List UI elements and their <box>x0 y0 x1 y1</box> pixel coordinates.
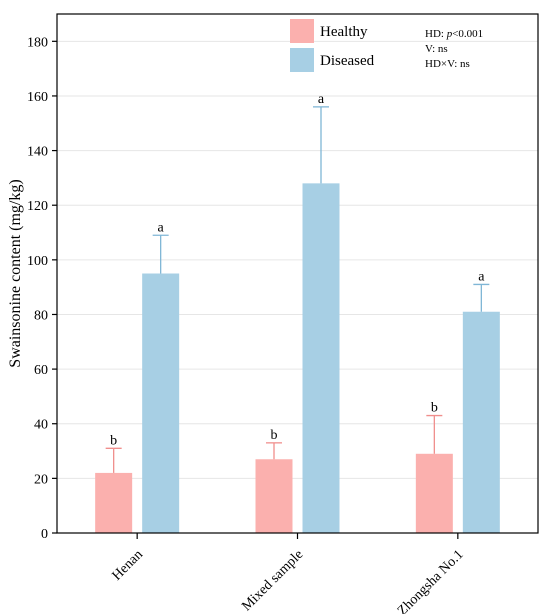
y-tick-label: 40 <box>34 418 48 433</box>
stats-hd-value: <0.001 <box>452 28 483 40</box>
stats-line-hd: HD: p<0.001 <box>425 28 483 40</box>
stats-line-interaction: HD×V: ns <box>425 58 470 70</box>
x-tick-label: Henan <box>110 547 146 583</box>
bar-healthy-0 <box>95 472 133 533</box>
y-axis-ticks: 0 20 40 60 80 100 120 140 160 180 <box>27 35 57 542</box>
significance-letter: b <box>431 401 438 416</box>
stats-annotation: HD: p<0.001 V: ns HD×V: ns <box>425 28 483 70</box>
legend: Healthy Diseased <box>290 19 375 72</box>
legend-label-diseased: Diseased <box>320 53 375 69</box>
y-tick-label: 20 <box>34 472 48 487</box>
bar-diseased-2 <box>462 311 500 533</box>
y-tick-label: 80 <box>34 308 48 323</box>
y-tick-label: 60 <box>34 363 48 378</box>
y-tick-label: 120 <box>27 199 48 214</box>
bar-diseased-1 <box>302 183 340 533</box>
legend-label-healthy: Healthy <box>320 24 368 40</box>
x-tick-label: Mixed sample <box>239 547 306 614</box>
stats-line-v: V: ns <box>425 43 448 55</box>
significance-letter: b <box>271 428 278 443</box>
bars: b a b a b a <box>95 92 500 533</box>
bar-healthy-2 <box>415 453 453 533</box>
legend-swatch-healthy <box>290 19 314 43</box>
y-axis-title: Swainsonine content (mg/kg) <box>7 179 24 367</box>
bar-diseased-0 <box>142 273 180 533</box>
bar-healthy-1 <box>255 459 293 533</box>
x-axis-ticks: Henan Mixed sample Zhongsha No.1 <box>110 533 467 614</box>
stats-hd-prefix: HD: <box>425 28 447 40</box>
y-tick-label: 100 <box>27 254 48 269</box>
y-tick-label: 140 <box>27 145 48 160</box>
significance-letter: a <box>158 220 165 235</box>
significance-letter: b <box>110 433 117 448</box>
y-tick-label: 180 <box>27 35 48 50</box>
stats-hd-p: p <box>446 28 453 40</box>
x-tick-label: Zhongsha No.1 <box>395 547 467 614</box>
significance-letter: a <box>478 269 485 284</box>
significance-letter: a <box>318 92 325 107</box>
y-tick-label: 0 <box>41 527 48 542</box>
legend-swatch-diseased <box>290 48 314 72</box>
y-tick-label: 160 <box>27 90 48 105</box>
